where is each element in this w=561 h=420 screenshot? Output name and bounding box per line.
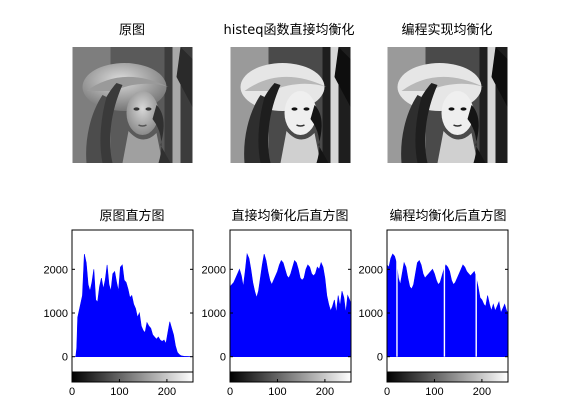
histogram-custom: 0 1000 2000 0 100 200 xyxy=(359,229,509,398)
x-tick-label: 100 xyxy=(268,386,286,398)
histogram-histeq: 0 1000 2000 0 100 200 xyxy=(202,229,352,398)
y-tick-label: 2000 xyxy=(44,264,68,276)
y-tick-label: 0 xyxy=(220,352,226,364)
histogram-area xyxy=(72,253,194,358)
x-tick-label: 0 xyxy=(69,386,75,398)
y-tick-label: 2000 xyxy=(359,264,383,276)
x-tick-label: 0 xyxy=(384,386,390,398)
y-tick-label: 0 xyxy=(62,352,68,364)
grayscale-colorbar xyxy=(386,371,509,383)
y-tick-label: 2000 xyxy=(202,264,226,276)
x-tick-label: 200 xyxy=(473,386,491,398)
x-tick-label: 200 xyxy=(158,386,176,398)
histeq-image xyxy=(230,47,351,163)
grayscale-colorbar xyxy=(229,371,352,383)
histogram-area xyxy=(386,253,509,358)
title-original-image: 原图 xyxy=(119,23,145,38)
title-histeq-image: histeq函数直接均衡化 xyxy=(224,22,355,38)
x-tick-label: 200 xyxy=(316,386,334,398)
y-tick-label: 1000 xyxy=(44,308,68,320)
title-hist-histeq: 直接均衡化后直方图 xyxy=(231,208,348,224)
y-tick-label: 1000 xyxy=(202,308,226,320)
grayscale-colorbar xyxy=(71,371,194,383)
custom-equalized-image xyxy=(387,47,508,163)
x-tick-label: 0 xyxy=(227,386,233,398)
x-tick-label: 100 xyxy=(425,386,443,398)
title-custom-image: 编程实现均衡化 xyxy=(401,23,492,38)
title-hist-original: 原图直方图 xyxy=(99,208,164,224)
y-tick-label: 0 xyxy=(377,352,383,364)
title-hist-custom: 编程均衡化后直方图 xyxy=(389,208,506,224)
histogram-area xyxy=(229,252,352,358)
x-tick-label: 100 xyxy=(110,386,128,398)
original-image xyxy=(72,47,193,163)
y-tick-label: 1000 xyxy=(359,308,383,320)
histogram-original: 0 1000 2000 0 100 200 xyxy=(44,229,194,398)
